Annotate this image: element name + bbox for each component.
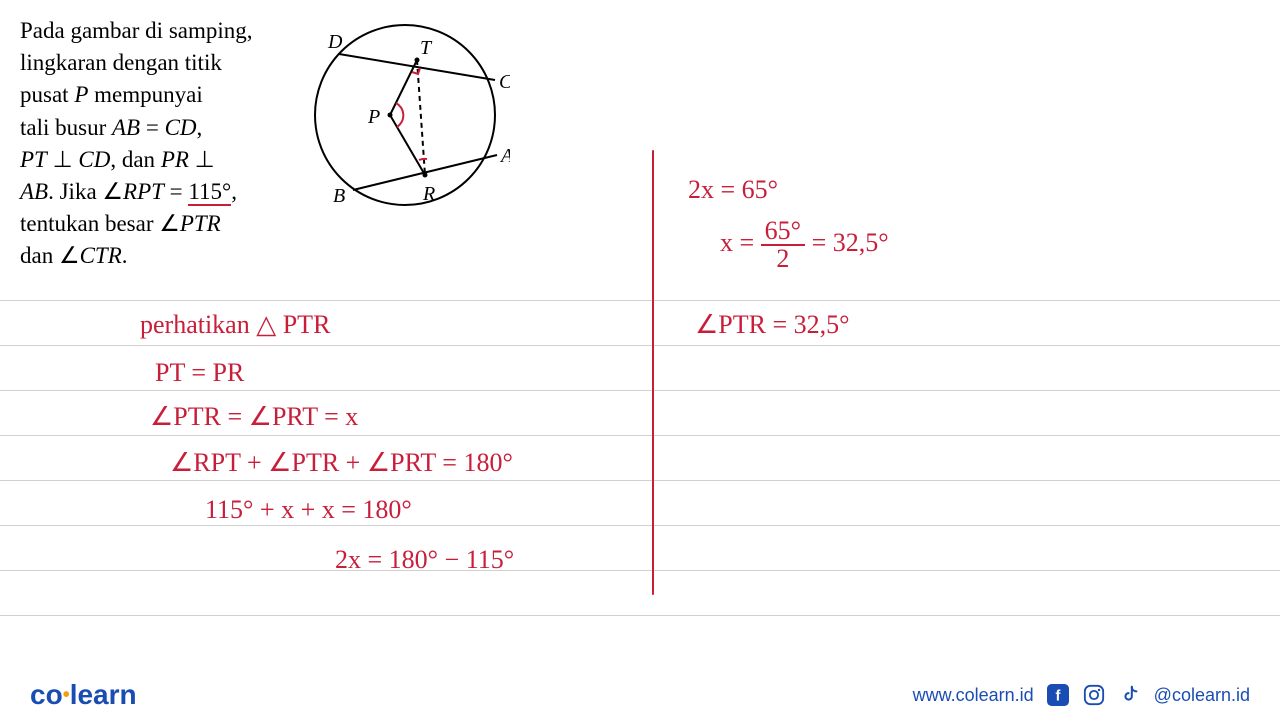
footer-handle: @colearn.id	[1154, 685, 1250, 706]
ruled-line	[0, 570, 1280, 571]
hw-line: 115° + x + x = 180°	[205, 495, 412, 525]
problem-var: P	[74, 82, 88, 107]
divider-line	[652, 150, 654, 595]
problem-line: lingkaran dengan titik	[20, 50, 222, 75]
svg-text:f: f	[1055, 689, 1060, 705]
label-C: C	[499, 71, 510, 93]
circle-diagram: D T C P A R B	[300, 10, 510, 220]
hw-line: ∠PTR = ∠PRT = x	[150, 402, 358, 432]
label-A: A	[499, 145, 510, 167]
label-B: B	[333, 185, 345, 207]
footer: co•learn www.colearn.id f @colearn.id	[0, 670, 1280, 720]
label-T: T	[420, 37, 433, 59]
underlined-value: 115°	[188, 179, 231, 206]
hw-line: PT = PR	[155, 358, 244, 388]
ruled-line	[0, 390, 1280, 391]
hw-line: 2x = 65°	[688, 175, 778, 205]
logo-co: co	[30, 679, 63, 710]
hw-line: ∠RPT + ∠PTR + ∠PRT = 180°	[170, 448, 513, 478]
facebook-icon: f	[1046, 683, 1070, 707]
problem-line: Pada gambar di samping,	[20, 18, 253, 43]
problem-text: Pada gambar di samping, lingkaran dengan…	[20, 15, 300, 273]
ruled-line	[0, 525, 1280, 526]
footer-url: www.colearn.id	[913, 685, 1034, 706]
tiktok-icon	[1118, 683, 1142, 707]
ruled-line	[0, 480, 1280, 481]
hw-fraction-line: x = 65°2 = 32,5°	[720, 218, 889, 272]
instagram-icon	[1082, 683, 1106, 707]
logo-dot-icon: •	[63, 684, 70, 706]
ruled-line	[0, 300, 1280, 301]
hw-line: ∠PTR = 32,5°	[695, 310, 850, 340]
ruled-line	[0, 615, 1280, 616]
hw-line: perhatikan △ PTR	[140, 310, 330, 340]
label-P: P	[367, 106, 380, 128]
logo: co•learn	[30, 679, 137, 711]
footer-right: www.colearn.id f @colearn.id	[913, 683, 1250, 707]
content-area: Pada gambar di samping, lingkaran dengan…	[0, 0, 1280, 670]
problem-line: pusat	[20, 82, 74, 107]
ruled-line	[0, 435, 1280, 436]
hw-line: 2x = 180° − 115°	[335, 545, 514, 575]
label-R: R	[422, 183, 435, 205]
label-D: D	[327, 31, 343, 53]
ruled-line	[0, 345, 1280, 346]
logo-learn: learn	[70, 679, 137, 710]
